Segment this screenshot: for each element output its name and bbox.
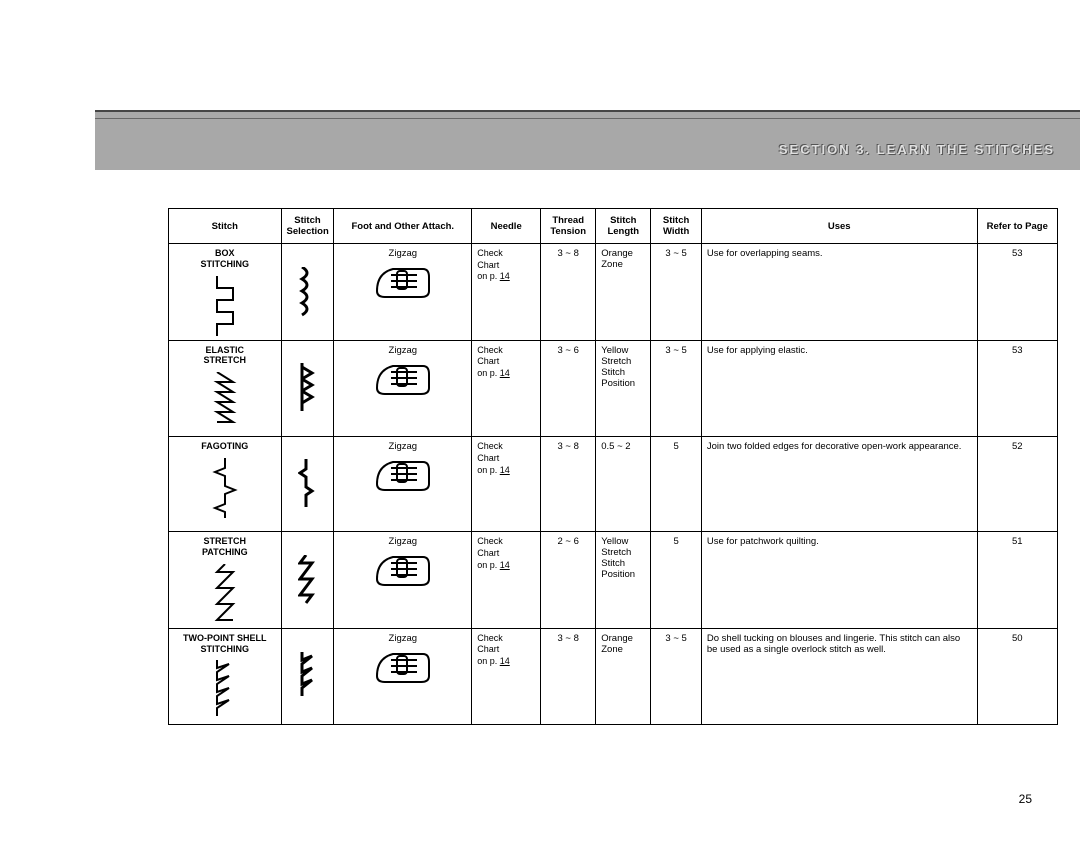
stitch-cell: ELASTICSTRETCH bbox=[169, 340, 282, 437]
selection-cell bbox=[281, 437, 334, 532]
selection-cell bbox=[281, 628, 334, 725]
selection-icon bbox=[298, 555, 316, 605]
page-ref: 14 bbox=[500, 271, 510, 281]
presser-foot-icon bbox=[371, 358, 435, 398]
stitch-pattern-icon bbox=[211, 458, 239, 518]
stitch-cell: FAGOTING bbox=[169, 437, 282, 532]
foot-label: Zigzag bbox=[389, 633, 418, 644]
page-cell: 52 bbox=[977, 437, 1057, 532]
selection-icon bbox=[298, 267, 316, 317]
selection-cell bbox=[281, 340, 334, 437]
foot-cell: Zigzag bbox=[334, 437, 472, 532]
table-row: BOXSTITCHING Zigzag CheckCharton p. 143 … bbox=[169, 244, 1058, 341]
stitch-pattern-icon bbox=[211, 660, 239, 720]
selection-cell bbox=[281, 244, 334, 341]
uses-cell: Use for overlapping seams. bbox=[701, 244, 977, 341]
needle-cell: CheckCharton p. 14 bbox=[472, 628, 541, 725]
table: Stitch Stitch Selection Foot and Other A… bbox=[168, 208, 1058, 725]
stitch-pattern-icon bbox=[211, 564, 239, 624]
stitch-name: BOXSTITCHING bbox=[201, 248, 250, 270]
header-rule bbox=[95, 118, 1080, 119]
uses-cell: Join two folded edges for decorative ope… bbox=[701, 437, 977, 532]
table-row: STRETCHPATCHING Zigzag CheckCharton p. 1… bbox=[169, 532, 1058, 629]
stitch-pattern-icon bbox=[211, 276, 239, 336]
col-selection: Stitch Selection bbox=[281, 209, 334, 244]
stitch-table: Stitch Stitch Selection Foot and Other A… bbox=[168, 208, 1058, 725]
foot-label: Zigzag bbox=[389, 536, 418, 547]
page-ref: 14 bbox=[500, 465, 510, 475]
stitch-cell: STRETCHPATCHING bbox=[169, 532, 282, 629]
page-ref: 14 bbox=[500, 368, 510, 378]
tension-cell: 3 ~ 8 bbox=[541, 437, 596, 532]
needle-cell: CheckCharton p. 14 bbox=[472, 437, 541, 532]
selection-icon bbox=[298, 652, 316, 702]
foot-cell: Zigzag bbox=[334, 340, 472, 437]
table-row: ELASTICSTRETCH Zigzag CheckCharton p. 14… bbox=[169, 340, 1058, 437]
tension-cell: 3 ~ 8 bbox=[541, 628, 596, 725]
presser-foot-icon bbox=[371, 646, 435, 686]
uses-cell: Do shell tucking on blouses and lingerie… bbox=[701, 628, 977, 725]
width-cell: 5 bbox=[651, 532, 702, 629]
page-cell: 50 bbox=[977, 628, 1057, 725]
needle-cell: CheckCharton p. 14 bbox=[472, 340, 541, 437]
width-cell: 3 ~ 5 bbox=[651, 340, 702, 437]
foot-label: Zigzag bbox=[389, 345, 418, 356]
tension-cell: 2 ~ 6 bbox=[541, 532, 596, 629]
width-cell: 3 ~ 5 bbox=[651, 244, 702, 341]
col-stitch: Stitch bbox=[169, 209, 282, 244]
stitch-cell: BOXSTITCHING bbox=[169, 244, 282, 341]
col-needle: Needle bbox=[472, 209, 541, 244]
table-header-row: Stitch Stitch Selection Foot and Other A… bbox=[169, 209, 1058, 244]
col-page: Refer to Page bbox=[977, 209, 1057, 244]
col-tension: Thread Tension bbox=[541, 209, 596, 244]
width-cell: 5 bbox=[651, 437, 702, 532]
presser-foot-icon bbox=[371, 454, 435, 494]
tension-cell: 3 ~ 6 bbox=[541, 340, 596, 437]
page-cell: 53 bbox=[977, 244, 1057, 341]
needle-cell: CheckCharton p. 14 bbox=[472, 244, 541, 341]
selection-icon bbox=[298, 459, 316, 509]
width-cell: 3 ~ 5 bbox=[651, 628, 702, 725]
length-cell: Yellow Stretch Stitch Position bbox=[596, 532, 651, 629]
selection-icon bbox=[298, 363, 316, 413]
col-width: Stitch Width bbox=[651, 209, 702, 244]
foot-cell: Zigzag bbox=[334, 244, 472, 341]
page-ref: 14 bbox=[500, 656, 510, 666]
uses-cell: Use for patchwork quilting. bbox=[701, 532, 977, 629]
length-cell: 0.5 ~ 2 bbox=[596, 437, 651, 532]
uses-cell: Use for applying elastic. bbox=[701, 340, 977, 437]
page-cell: 51 bbox=[977, 532, 1057, 629]
presser-foot-icon bbox=[371, 549, 435, 589]
needle-cell: CheckCharton p. 14 bbox=[472, 532, 541, 629]
col-uses: Uses bbox=[701, 209, 977, 244]
foot-cell: Zigzag bbox=[334, 628, 472, 725]
foot-cell: Zigzag bbox=[334, 532, 472, 629]
col-foot: Foot and Other Attach. bbox=[334, 209, 472, 244]
section-header: SECTION 3. LEARN THE STITCHES bbox=[95, 110, 1080, 170]
section-title: SECTION 3. LEARN THE STITCHES bbox=[779, 142, 1055, 157]
foot-label: Zigzag bbox=[389, 441, 418, 452]
stitch-name: ELASTICSTRETCH bbox=[204, 345, 247, 367]
stitch-name: FAGOTING bbox=[201, 441, 248, 452]
page-cell: 53 bbox=[977, 340, 1057, 437]
tension-cell: 3 ~ 8 bbox=[541, 244, 596, 341]
stitch-name: TWO-POINT SHELLSTITCHING bbox=[183, 633, 267, 655]
foot-label: Zigzag bbox=[389, 248, 418, 259]
presser-foot-icon bbox=[371, 261, 435, 301]
page-ref: 14 bbox=[500, 560, 510, 570]
stitch-name: STRETCHPATCHING bbox=[202, 536, 248, 558]
stitch-pattern-icon bbox=[211, 372, 239, 432]
length-cell: Yellow Stretch Stitch Position bbox=[596, 340, 651, 437]
page-number: 25 bbox=[1019, 792, 1032, 806]
selection-cell bbox=[281, 532, 334, 629]
length-cell: Orange Zone bbox=[596, 244, 651, 341]
table-row: TWO-POINT SHELLSTITCHING Zigzag CheckCha… bbox=[169, 628, 1058, 725]
table-row: FAGOTING Zigzag CheckCharton p. 143 ~ 80… bbox=[169, 437, 1058, 532]
length-cell: Orange Zone bbox=[596, 628, 651, 725]
stitch-cell: TWO-POINT SHELLSTITCHING bbox=[169, 628, 282, 725]
col-length: Stitch Length bbox=[596, 209, 651, 244]
